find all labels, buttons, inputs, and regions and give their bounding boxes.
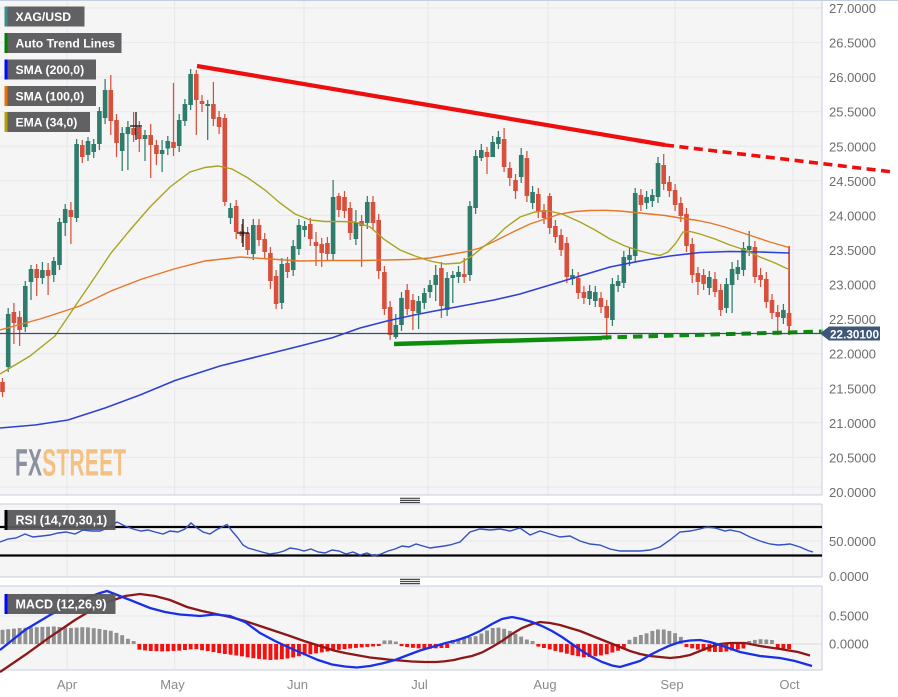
svg-text:20.5000: 20.5000 (829, 450, 876, 465)
svg-text:21.5000: 21.5000 (829, 381, 876, 396)
svg-text:Apr: Apr (57, 677, 78, 692)
svg-text:26.0000: 26.0000 (829, 70, 876, 85)
svg-text:XAG/USD: XAG/USD (16, 10, 72, 24)
svg-text:26.5000: 26.5000 (829, 36, 876, 51)
svg-text:25.5000: 25.5000 (829, 105, 876, 120)
svg-text:20.0000: 20.0000 (829, 485, 876, 500)
svg-text:Jul: Jul (411, 677, 428, 692)
svg-text:0.0000: 0.0000 (829, 569, 869, 584)
svg-text:Oct: Oct (779, 677, 800, 692)
svg-text:22.0000: 22.0000 (829, 347, 876, 362)
svg-text:MACD (12,26,9): MACD (12,26,9) (16, 598, 107, 612)
svg-text:SMA (100,0): SMA (100,0) (16, 90, 85, 104)
svg-text:EMA (34,0): EMA (34,0) (16, 116, 78, 130)
svg-text:0.5000: 0.5000 (829, 609, 869, 624)
svg-text:24.0000: 24.0000 (829, 208, 876, 223)
svg-text:25.0000: 25.0000 (829, 139, 876, 154)
svg-text:Auto Trend Lines: Auto Trend Lines (16, 37, 116, 51)
svg-text:24.5000: 24.5000 (829, 174, 876, 189)
svg-text:22.5000: 22.5000 (829, 312, 876, 327)
svg-text:Jun: Jun (287, 677, 308, 692)
svg-text:21.0000: 21.0000 (829, 416, 876, 431)
svg-text:0.0000: 0.0000 (829, 637, 869, 652)
svg-text:RSI (14,70,30,1): RSI (14,70,30,1) (16, 514, 108, 528)
svg-text:May: May (160, 677, 185, 692)
svg-text:50.0000: 50.0000 (829, 534, 876, 549)
svg-text:FXSTREET: FXSTREET (15, 442, 126, 484)
svg-text:27.0000: 27.0000 (829, 1, 876, 16)
svg-text:Sep: Sep (660, 677, 683, 692)
svg-text:22.30100: 22.30100 (830, 327, 879, 341)
svg-text:Aug: Aug (533, 677, 556, 692)
svg-text:23.0000: 23.0000 (829, 278, 876, 293)
svg-text:SMA (200,0): SMA (200,0) (16, 63, 85, 77)
svg-text:23.5000: 23.5000 (829, 243, 876, 258)
